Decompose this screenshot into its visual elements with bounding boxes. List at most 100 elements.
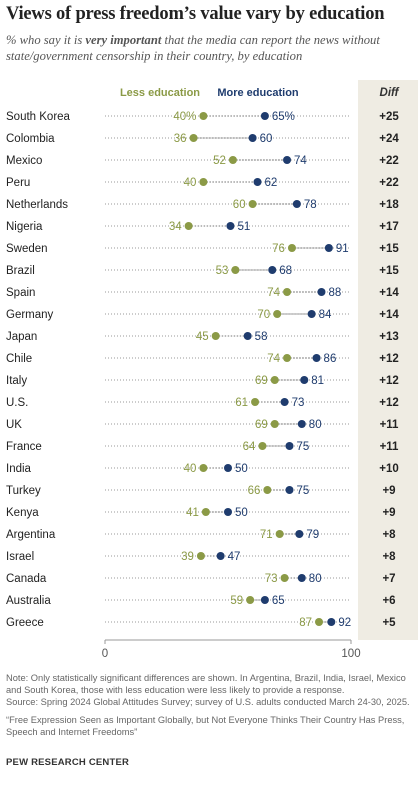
more-education-dot (260, 112, 269, 120)
legend-less-education: Less education (120, 87, 200, 99)
diff-value: +12 (379, 397, 399, 409)
country-label: UK (6, 419, 22, 431)
country-label: Italy (6, 375, 27, 387)
less-education-value: 60 (233, 199, 246, 211)
less-education-value: 36 (174, 133, 187, 145)
less-education-value: 61 (235, 397, 248, 409)
more-education-dot (283, 156, 292, 164)
diff-value: +14 (379, 309, 399, 321)
more-education-value: 65% (272, 111, 295, 123)
less-education-value: 69 (255, 375, 268, 387)
less-education-dot (199, 178, 208, 186)
diff-value: +15 (379, 265, 399, 277)
less-education-dot (211, 332, 220, 340)
diff-value: +11 (380, 419, 399, 431)
country-label: Sweden (6, 243, 48, 255)
less-education-dot (248, 200, 257, 208)
more-education-value: 47 (228, 551, 241, 563)
more-education-value: 60 (260, 133, 273, 145)
less-education-value: 53 (216, 265, 229, 277)
less-education-dot (258, 442, 267, 450)
more-education-dot (253, 178, 262, 186)
country-label: India (6, 463, 32, 475)
more-education-dot (268, 266, 277, 274)
diff-value: +22 (379, 177, 399, 189)
diff-value: +10 (379, 463, 399, 475)
pew-logo-text: PEW RESEARCH CENTER (6, 757, 130, 768)
less-education-dot (196, 552, 205, 560)
more-education-dot (260, 596, 269, 604)
more-education-dot (280, 398, 289, 406)
less-education-dot (189, 134, 198, 142)
diff-value: +24 (379, 133, 399, 145)
country-label: Netherlands (6, 199, 68, 211)
less-education-value: 41 (186, 507, 199, 519)
less-education-value: 69 (255, 419, 268, 431)
more-education-dot (295, 530, 304, 538)
less-education-value: 66 (248, 485, 261, 497)
more-education-value: 88 (328, 287, 341, 299)
less-education-dot (231, 266, 240, 274)
less-education-value: 39 (181, 551, 194, 563)
more-education-value: 84 (319, 309, 332, 321)
subtitle-start: % who say it is (6, 33, 86, 47)
subtitle-emphasis: very important (85, 33, 162, 47)
country-label: Kenya (6, 507, 39, 519)
more-education-dot (285, 442, 294, 450)
x-tick-label: 100 (341, 648, 360, 660)
less-education-dot (199, 464, 208, 472)
more-education-dot (292, 200, 301, 208)
less-education-dot (287, 244, 296, 252)
diff-value: +15 (379, 243, 399, 255)
country-label: Israel (6, 551, 34, 563)
less-education-dot (280, 574, 289, 582)
source-text: Source: Spring 2024 Global Attitudes Sur… (6, 697, 410, 707)
less-education-dot (228, 156, 237, 164)
more-education-value: 62 (265, 177, 278, 189)
diff-value: +7 (382, 573, 395, 585)
more-education-dot (307, 310, 316, 318)
more-education-value: 79 (306, 529, 319, 541)
more-education-value: 68 (279, 265, 292, 277)
more-education-value: 81 (311, 375, 324, 387)
less-education-dot (270, 376, 279, 384)
less-education-value: 74 (267, 287, 280, 299)
more-education-value: 65 (272, 595, 285, 607)
more-education-value: 91 (336, 243, 349, 255)
less-education-dot (184, 222, 193, 230)
legend-more-education: More education (217, 87, 299, 99)
less-education-dot (315, 618, 324, 626)
more-education-value: 78 (304, 199, 317, 211)
more-education-value: 51 (237, 221, 250, 233)
country-label: U.S. (6, 397, 28, 409)
less-education-value: 59 (230, 595, 243, 607)
diff-value: +5 (382, 617, 396, 629)
country-label: France (6, 441, 42, 453)
more-education-dot (226, 222, 235, 230)
diff-value: +8 (382, 551, 396, 563)
diff-value: +9 (382, 485, 395, 497)
more-education-dot (297, 574, 306, 582)
less-education-value: 76 (272, 243, 285, 255)
diff-value: +17 (379, 221, 399, 233)
less-education-value: 64 (243, 441, 256, 453)
subtitle-end: that the media can report the news witho… (6, 33, 380, 63)
less-education-dot (251, 398, 260, 406)
diff-value: +6 (382, 595, 395, 607)
more-education-dot (224, 464, 232, 472)
country-label: Chile (6, 353, 32, 365)
chart-subtitle: % who say it is very important that the … (6, 32, 414, 64)
diff-value: +12 (379, 375, 399, 387)
less-education-dot (273, 310, 282, 318)
less-education-value: 40% (173, 111, 196, 123)
country-label: Nigeria (6, 221, 43, 233)
more-education-dot (216, 552, 225, 560)
less-education-value: 70 (257, 309, 270, 321)
more-education-value: 86 (324, 353, 337, 365)
country-label: Japan (6, 331, 37, 343)
diff-value: +12 (379, 353, 399, 365)
more-education-value: 73 (292, 397, 305, 409)
less-education-dot (201, 508, 210, 516)
more-education-dot (297, 420, 306, 428)
notes-block: Note: Only statistically significant dif… (6, 672, 416, 738)
